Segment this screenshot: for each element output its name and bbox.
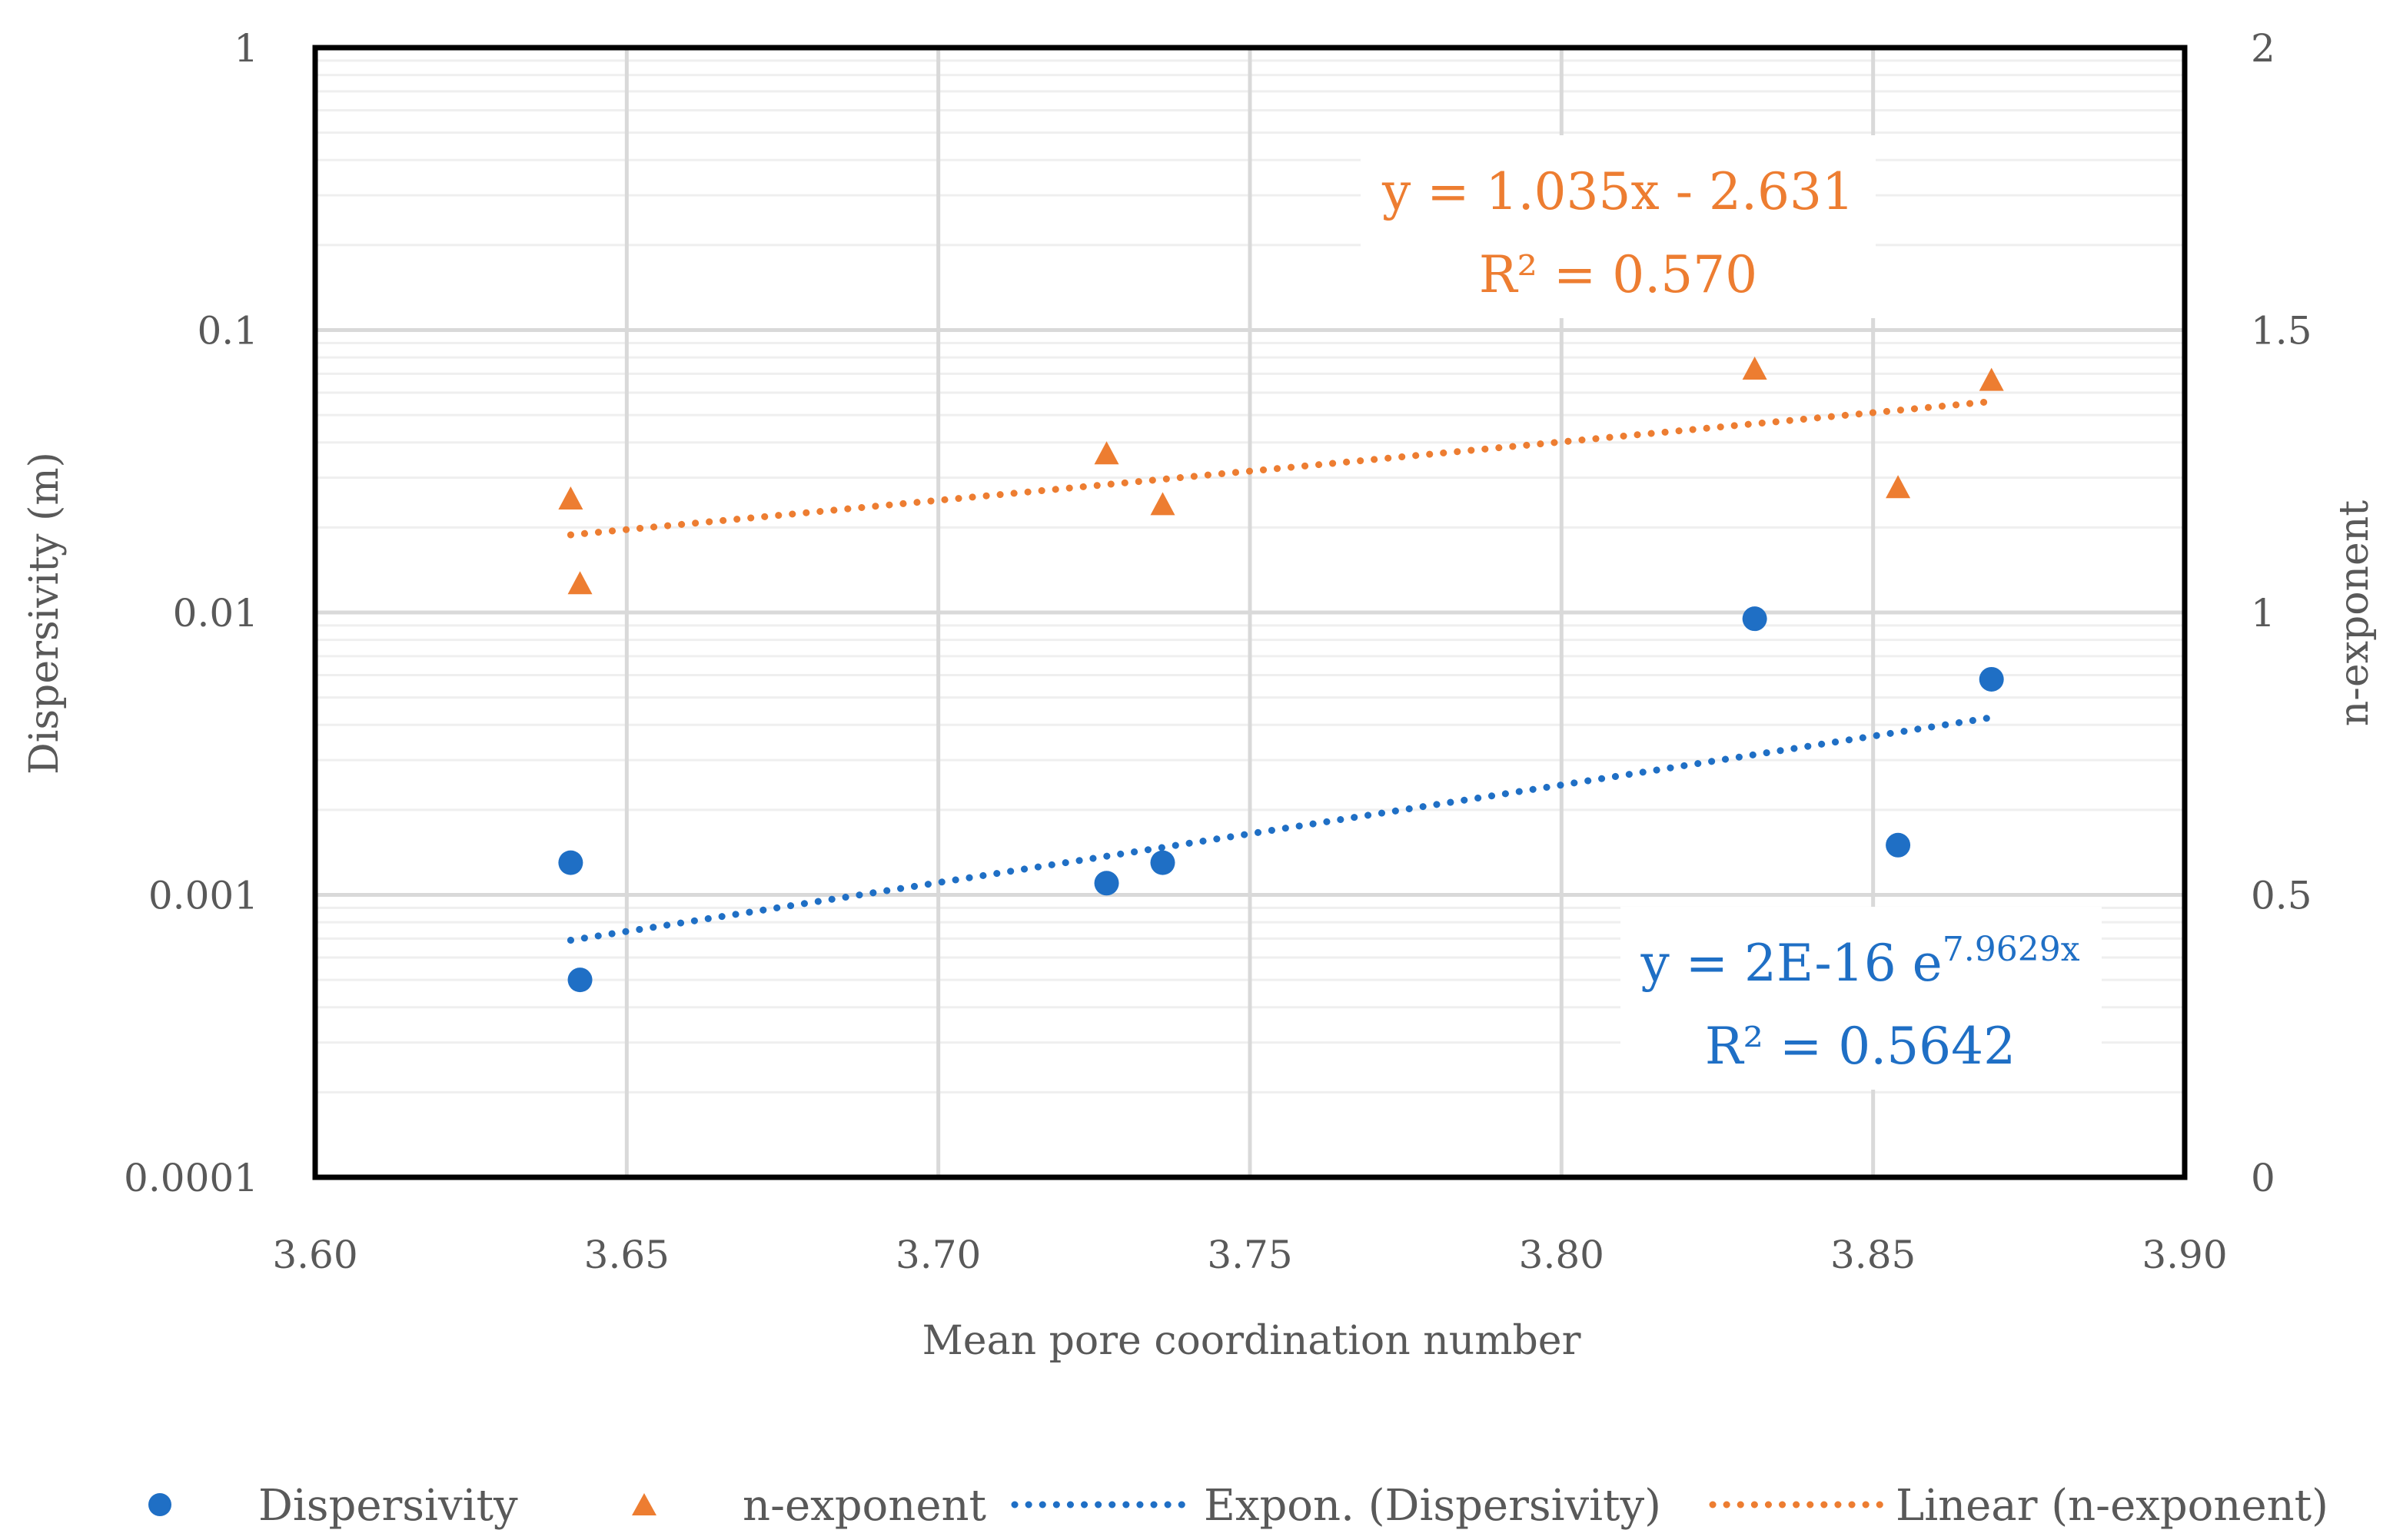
legend: Dispersivity n-exponent Expon. (Dispersi… (148, 1481, 2328, 1531)
x-tick-label: 3.65 (584, 1233, 670, 1277)
dispersivity-point (1979, 666, 2004, 692)
right-y-tick-label: 1 (2251, 591, 2275, 636)
right-y-tick-label: 1.5 (2251, 309, 2312, 353)
dispersivity-point (1886, 832, 1911, 858)
plot-area-border (312, 45, 2188, 1180)
left-y-tick-label: 0.001 (148, 874, 258, 918)
exponential-trendline (567, 714, 1996, 944)
linear-trend-r2: R² = 0.570 (1479, 245, 1757, 304)
left-y-tick-label: 0.0001 (124, 1156, 258, 1200)
x-tick-label: 3.60 (272, 1233, 357, 1277)
right-y-tick-label: 0 (2251, 1156, 2275, 1200)
left-y-tick-label: 1 (234, 26, 258, 71)
linear-trendline (567, 398, 1996, 539)
x-tick-label: 3.70 (896, 1233, 981, 1277)
x-tick-label: 3.90 (2142, 1233, 2227, 1277)
legend-linear-label: Linear (n-exponent) (1896, 1481, 2328, 1531)
left-y-axis-title: Dispersivity (m) (22, 452, 68, 775)
data-points (558, 356, 2004, 993)
n-exponent-point (558, 486, 583, 509)
legend-dispersivity-marker (148, 1493, 171, 1516)
n-exponent-point (1979, 367, 2004, 391)
legend-n-exponent-label: n-exponent (743, 1481, 987, 1531)
dispersivity-point (558, 850, 583, 875)
x-axis-tick-labels: 3.60 3.65 3.70 3.75 3.80 3.85 3.90 (272, 1233, 2227, 1277)
trendlines (567, 398, 1996, 944)
x-tick-label: 3.75 (1207, 1233, 1292, 1277)
legend-dispersivity-label: Dispersivity (258, 1481, 518, 1531)
dispersivity-point (1150, 850, 1175, 875)
linear-equation-box (1361, 135, 1876, 318)
x-tick-label: 3.85 (1830, 1233, 1916, 1277)
right-y-tick-label: 2 (2251, 26, 2275, 71)
dispersivity-point (1094, 871, 1119, 896)
dispersivity-point (1742, 606, 1767, 632)
linear-trend-equation: y = 1.035x - 2.631 (1381, 162, 1854, 221)
exponential-equation-exponent: 7.9629x (1943, 930, 2080, 969)
right-y-tick-label: 0.5 (2251, 874, 2312, 918)
exponential-equation-box (1620, 907, 2102, 1090)
exponential-equation-base: y = 2E-16 e (1640, 934, 1942, 993)
left-y-tick-label: 0.01 (173, 591, 258, 636)
n-exponent-point (1150, 492, 1175, 516)
legend-n-exponent-marker (632, 1493, 656, 1515)
exponential-trend-r2: R² = 0.5642 (1705, 1017, 2016, 1076)
exponential-trend-equation: y = 2E-16 e7.9629x (1640, 930, 2079, 993)
right-y-axis-tick-labels: 2 1.5 1 0.5 0 (2251, 26, 2312, 1200)
x-axis-title: Mean pore coordination number (922, 1318, 1581, 1364)
left-y-axis-tick-labels: 1 0.1 0.01 0.001 0.0001 (124, 26, 258, 1200)
n-exponent-point (1886, 475, 1911, 499)
x-tick-label: 3.80 (1519, 1233, 1604, 1277)
left-y-tick-label: 0.1 (197, 309, 258, 353)
n-exponent-point (567, 571, 593, 595)
n-exponent-point (1742, 356, 1767, 380)
legend-expon-label: Expon. (Dispersivity) (1204, 1481, 1661, 1531)
dispersivity-point (567, 967, 593, 993)
n-exponent-point (1094, 441, 1119, 465)
right-y-axis-title: n-exponent (2332, 500, 2378, 727)
